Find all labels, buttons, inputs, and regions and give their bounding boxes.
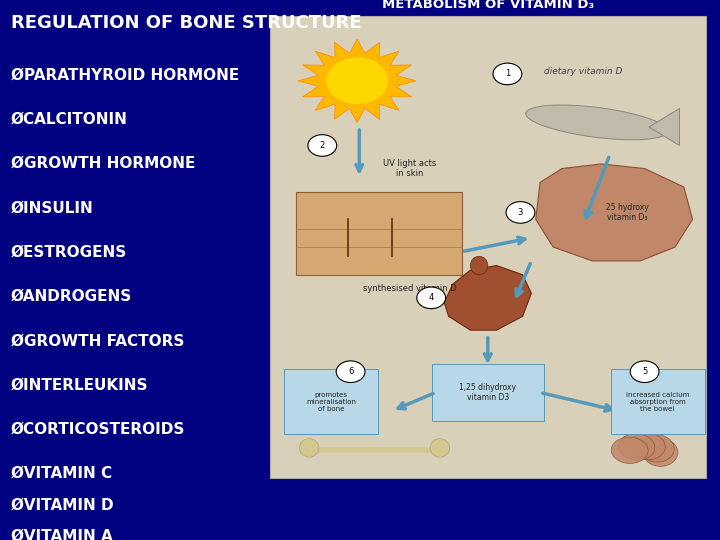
Circle shape (630, 361, 659, 382)
Ellipse shape (526, 105, 667, 140)
FancyBboxPatch shape (296, 192, 462, 275)
Ellipse shape (430, 438, 450, 457)
Text: ØVITAMIN D: ØVITAMIN D (11, 497, 114, 512)
Circle shape (308, 134, 337, 156)
FancyBboxPatch shape (432, 364, 544, 421)
Ellipse shape (300, 438, 319, 457)
Text: UV light acts
in skin: UV light acts in skin (383, 159, 436, 178)
Ellipse shape (639, 435, 675, 462)
Text: ØCALCITONIN: ØCALCITONIN (11, 112, 127, 127)
Text: 6: 6 (348, 367, 354, 376)
Ellipse shape (618, 434, 654, 460)
Text: promotes
mineralisation
of bone: promotes mineralisation of bone (306, 392, 356, 411)
Text: synthesised vitamin D: synthesised vitamin D (362, 284, 456, 293)
Ellipse shape (611, 437, 648, 463)
Ellipse shape (470, 256, 488, 275)
Text: ØINTERLEUKINS: ØINTERLEUKINS (11, 377, 148, 393)
Ellipse shape (643, 438, 678, 467)
FancyBboxPatch shape (284, 369, 378, 434)
Text: ØGROWTH HORMONE: ØGROWTH HORMONE (11, 156, 195, 171)
Text: dietary vitamin D: dietary vitamin D (544, 67, 623, 76)
Text: 3: 3 (518, 208, 523, 217)
Text: ØINSULIN: ØINSULIN (11, 200, 94, 215)
Circle shape (493, 63, 522, 85)
Text: REGULATION OF BONE STRUCTURE: REGULATION OF BONE STRUCTURE (11, 14, 361, 31)
Circle shape (506, 201, 535, 223)
FancyBboxPatch shape (270, 16, 706, 478)
Text: ØPARATHYROID HORMONE: ØPARATHYROID HORMONE (11, 68, 239, 83)
Text: 25 hydroxy
vitamin D₃: 25 hydroxy vitamin D₃ (606, 202, 649, 222)
Text: ØANDROGENS: ØANDROGENS (11, 289, 132, 304)
Text: 1,25 dihydroxy
vitamin D3: 1,25 dihydroxy vitamin D3 (459, 383, 516, 402)
Text: 5: 5 (642, 367, 647, 376)
Text: ØGROWTH FACTORS: ØGROWTH FACTORS (11, 333, 184, 348)
Text: ØVITAMIN C: ØVITAMIN C (11, 466, 112, 481)
FancyBboxPatch shape (611, 369, 705, 434)
Polygon shape (649, 109, 680, 145)
Polygon shape (536, 164, 693, 261)
Text: ØESTROGENS: ØESTROGENS (11, 245, 127, 260)
Polygon shape (444, 266, 531, 330)
Circle shape (336, 361, 365, 382)
Ellipse shape (629, 433, 665, 460)
Circle shape (417, 287, 446, 309)
Polygon shape (298, 39, 416, 123)
Text: ØCORTICOSTEROIDS: ØCORTICOSTEROIDS (11, 422, 185, 437)
Text: 4: 4 (428, 293, 433, 302)
Text: 2: 2 (320, 141, 325, 150)
Text: 1: 1 (505, 70, 510, 78)
Text: ØVITAMIN A: ØVITAMIN A (11, 529, 112, 540)
Circle shape (327, 58, 387, 104)
Text: METABOLISM OF VITAMIN D₃: METABOLISM OF VITAMIN D₃ (382, 0, 594, 11)
Text: increased calcium
absorption from
the bowel: increased calcium absorption from the bo… (626, 392, 689, 411)
